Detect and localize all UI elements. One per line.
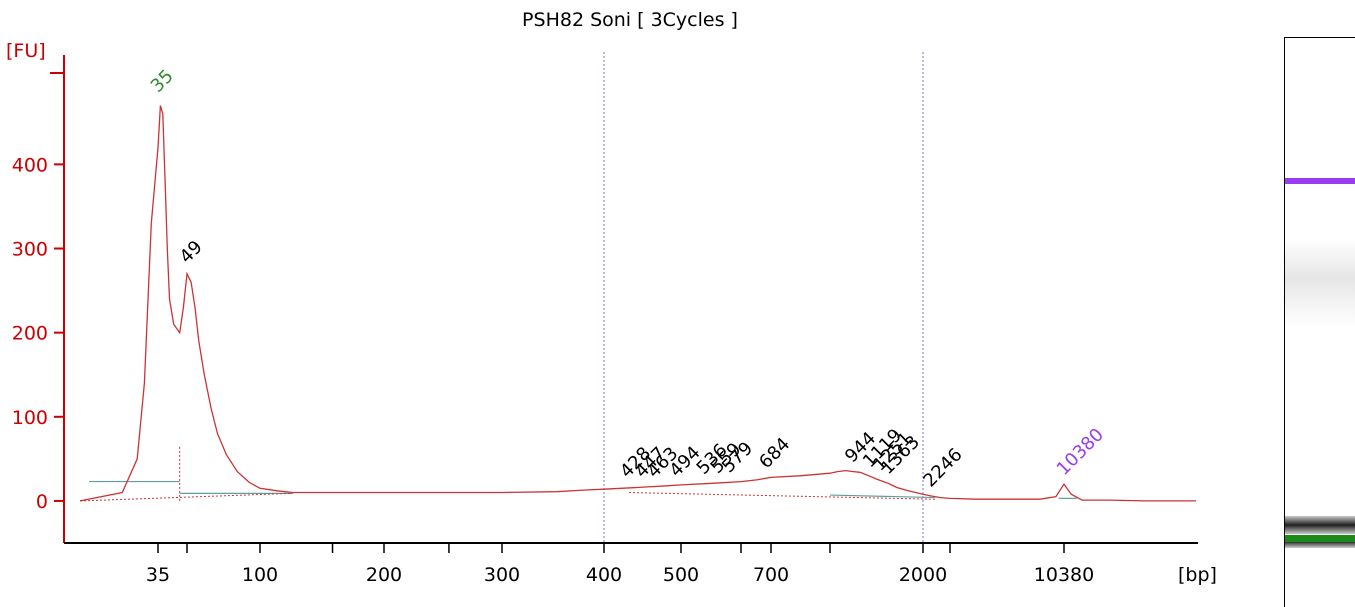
dotted-baseline (628, 492, 936, 500)
trace-group (79, 105, 1196, 502)
electropherogram-chart: PSH82 Soni [ 3Cycles ] [FU] [bp] 0 100 200… (6, 9, 1217, 586)
x-tick-label: 2000 (899, 564, 947, 586)
x-tick-label: 700 (753, 564, 789, 586)
lower-marker-band (1285, 535, 1355, 542)
dotted-baseline (79, 492, 293, 502)
x-tick-label: 35 (146, 564, 170, 586)
peak-label: 2246 (919, 444, 966, 491)
baselines (79, 446, 1077, 502)
y-ticks: 0 100 200 300 400 (12, 154, 64, 513)
chart-title: PSH82 Soni [ 3Cycles ] (522, 9, 738, 31)
x-axis-label: [bp] (1178, 564, 1217, 586)
x-tick-label: 10380 (1034, 564, 1094, 586)
y-tick-label: 200 (12, 323, 48, 345)
x-tick-label: 200 (366, 564, 402, 586)
gel-lane (1284, 37, 1355, 607)
x-ticks: 35 100 200 300 400 500 700 2000 10380 (146, 543, 1094, 586)
y-tick-label: 100 (12, 407, 48, 429)
y-tick-label: 0 (36, 491, 48, 513)
x-tick-label: 300 (484, 564, 520, 586)
series-line (79, 105, 1196, 502)
smear-band (1285, 238, 1355, 328)
baseline-segment (829, 494, 936, 499)
y-tick-label: 300 (12, 239, 48, 261)
x-tick-label: 400 (586, 564, 622, 586)
peak-label: 35 (147, 66, 178, 97)
peak-label: 10380 (1053, 424, 1108, 479)
fragment-band (1285, 516, 1355, 534)
peak-label: 49 (176, 237, 207, 268)
marker-lines (603, 52, 924, 543)
y-axis-label: [FU] (6, 40, 46, 62)
primer-band (1285, 542, 1355, 548)
x-tick-label: 100 (242, 564, 278, 586)
peak-label: 684 (755, 434, 794, 473)
x-tick-label: 500 (663, 564, 699, 586)
upper-marker-band (1285, 178, 1355, 184)
y-tick-label: 400 (12, 154, 48, 176)
axes (50, 55, 1198, 544)
